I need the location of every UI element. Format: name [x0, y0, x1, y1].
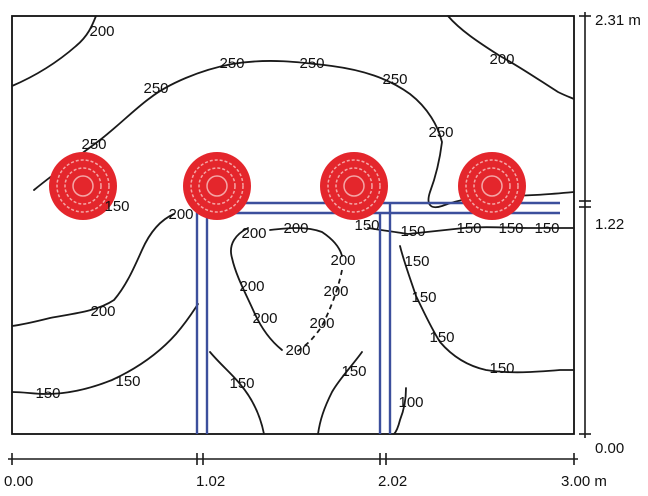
- contour-label: 200: [168, 206, 193, 223]
- contour-label: 250: [382, 71, 407, 88]
- contour-label: 200: [283, 220, 308, 237]
- contour-label: 150: [489, 360, 514, 377]
- contour-label: 150: [411, 289, 436, 306]
- contour-label: 150: [404, 253, 429, 270]
- contour-label: 200: [241, 225, 266, 242]
- luminaire-4: [458, 152, 526, 220]
- height-tick-label: 2.31 m: [595, 12, 641, 29]
- contour-label: 150: [35, 385, 60, 402]
- contour-label: 150: [534, 220, 559, 237]
- contour-label: 200: [323, 283, 348, 300]
- contour-150-left: [11, 303, 199, 395]
- contour-150-center-right: [317, 351, 363, 435]
- contour-label: 200: [252, 310, 277, 327]
- width-tick-label: 3.00 m: [561, 473, 607, 490]
- height-dimension: 2.31 m 1.22 0.00: [579, 12, 641, 457]
- contour-label: 150: [456, 220, 481, 237]
- room-outline: [11, 15, 575, 435]
- luminaire-2: [183, 152, 251, 220]
- contour-150-right-top: [367, 226, 575, 235]
- contour-label: 150: [341, 363, 366, 380]
- contour-label: 150: [229, 375, 254, 392]
- contour-label: 200: [239, 278, 264, 295]
- width-tick-label: 2.02: [378, 473, 407, 490]
- height-tick-label: 1.22: [595, 216, 624, 233]
- contour-label: 250: [299, 55, 324, 72]
- contour-label: 200: [330, 252, 355, 269]
- luminaire-3: [320, 152, 388, 220]
- contour-label: 150: [498, 220, 523, 237]
- contour-200-upper-left: [11, 15, 97, 87]
- contour-150-center-left: [209, 351, 265, 435]
- contour-label: 150: [104, 198, 129, 215]
- contour-200-left: [11, 213, 175, 327]
- contour-label: 200: [309, 315, 334, 332]
- contour-label: 250: [143, 80, 168, 97]
- contour-label: 200: [89, 23, 114, 40]
- width-tick-label: 1.02: [196, 473, 225, 490]
- contour-label: 200: [489, 51, 514, 68]
- contour-label: 150: [429, 329, 454, 346]
- luminaires: [49, 152, 526, 220]
- contour-label: 250: [81, 136, 106, 153]
- width-dimension: 0.00 1.02 2.02 3.00 m: [4, 453, 607, 490]
- contour-label: 250: [428, 124, 453, 141]
- contour-label: 150: [354, 217, 379, 234]
- contour-150-right-inner: [399, 245, 575, 374]
- contour-label: 200: [90, 303, 115, 320]
- contour-label: 150: [400, 223, 425, 240]
- contour-labels: 200 250 250 250 250 250 200 250 200 200 …: [35, 23, 559, 411]
- contour-label: 200: [285, 342, 310, 359]
- contour-100: [393, 387, 407, 435]
- contour-label: 150: [115, 373, 140, 390]
- contour-label: 250: [219, 55, 244, 72]
- luminaire-1: [49, 152, 117, 220]
- contour-200-upper-right: [447, 15, 575, 100]
- contour-200-center-loop: [230, 227, 283, 351]
- contour-200-center-top: [269, 227, 343, 257]
- contour-label: 100: [398, 394, 423, 411]
- width-tick-label: 0.00: [4, 473, 33, 490]
- height-tick-label: 0.00: [595, 440, 624, 457]
